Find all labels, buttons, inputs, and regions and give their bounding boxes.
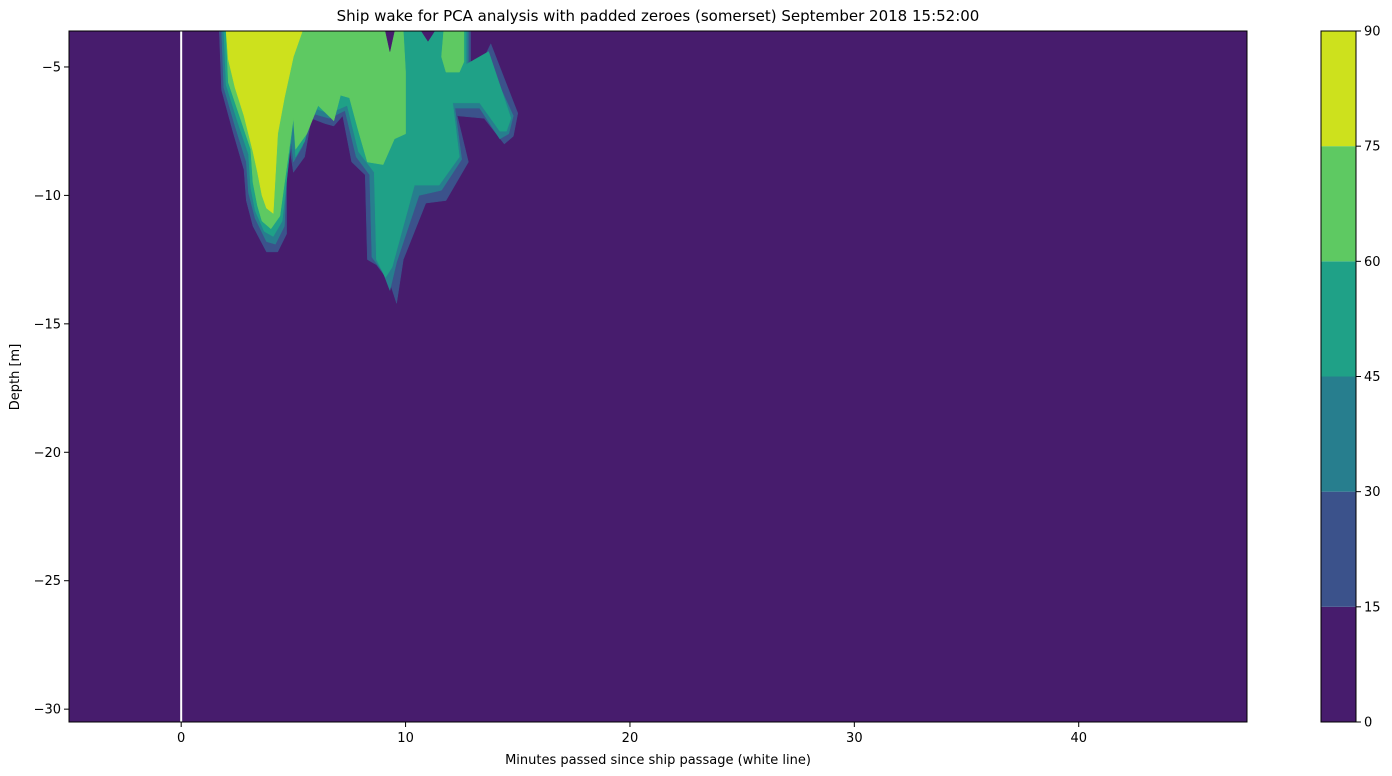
x-axis: 0 10 20 30 40 — [177, 722, 1087, 746]
colorbar-band — [1321, 491, 1356, 607]
contour-region-60 — [441, 30, 465, 73]
colorbar-band — [1321, 261, 1356, 377]
colorbar-band — [1321, 606, 1356, 722]
x-tick-label: 0 — [177, 731, 185, 746]
y-tick-label: −15 — [34, 317, 61, 332]
colorbar-band — [1321, 31, 1356, 147]
x-tick-label: 20 — [622, 731, 639, 746]
chart-title: Ship wake for PCA analysis with padded z… — [337, 7, 980, 25]
colorbar-bands — [1321, 31, 1356, 722]
y-axis-title: Depth [m] — [8, 344, 23, 411]
colorbar-tick-label: 45 — [1364, 370, 1381, 385]
plot-frame — [68, 30, 1248, 723]
x-tick-label: 30 — [846, 731, 863, 746]
y-tick-label: −20 — [34, 446, 61, 461]
colorbar-tick-label: 90 — [1364, 25, 1381, 40]
y-axis: −5 −10 −15 −20 −25 −30 — [34, 60, 69, 718]
y-tick-label: −10 — [34, 189, 61, 204]
x-tick-label: 10 — [397, 731, 414, 746]
colorbar-tick-label: 60 — [1364, 255, 1381, 270]
colorbar: 0 15 30 45 60 75 90 — [1320, 25, 1381, 731]
colorbar-ticks: 0 15 30 45 60 75 90 — [1356, 25, 1381, 731]
contour-region-75 — [225, 30, 303, 214]
colorbar-tick-label: 15 — [1364, 600, 1381, 615]
y-tick-label: −5 — [42, 60, 61, 75]
colorbar-band — [1321, 146, 1356, 262]
colorbar-band — [1321, 376, 1356, 492]
plot-area — [68, 30, 1248, 723]
colorbar-tick-label: 0 — [1364, 716, 1372, 731]
y-tick-label: −25 — [34, 574, 61, 589]
x-axis-title: Minutes passed since ship passage (white… — [505, 753, 811, 768]
colorbar-tick-label: 30 — [1364, 485, 1381, 500]
x-tick-label: 40 — [1070, 731, 1087, 746]
colorbar-tick-label: 75 — [1364, 140, 1381, 155]
contour-layer — [219, 30, 519, 304]
y-tick-label: −30 — [34, 703, 61, 718]
